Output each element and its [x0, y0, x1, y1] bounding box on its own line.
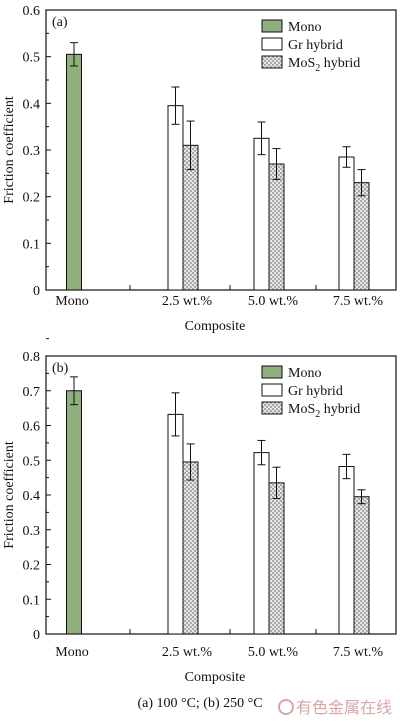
- y-tick-label: 0.1: [23, 237, 41, 252]
- bar-gr: [167, 105, 184, 291]
- x-tick-label: 2.5 wt.%: [162, 645, 213, 660]
- bar-gr: [167, 413, 184, 635]
- y-tick-label: 0.4: [23, 97, 41, 112]
- x-tick-label: 7.5 wt.%: [333, 294, 384, 309]
- legend-label: Mono: [288, 366, 321, 381]
- x-tick-label: 5.0 wt.%: [248, 645, 299, 660]
- legend-label: Mono: [288, 20, 321, 35]
- panel-label: (a): [52, 15, 68, 30]
- y-tick-label: 0: [33, 628, 40, 643]
- y-tick-label: 0.5: [23, 454, 41, 469]
- panel-label: (b): [52, 361, 69, 376]
- y-tick-label: 0.6: [23, 4, 41, 19]
- y-tick-label: 0.5: [23, 51, 41, 66]
- y-tick-label: 0.3: [23, 144, 41, 159]
- y-tick-label: 0.6: [23, 420, 41, 435]
- chart-panel-a: 0 0.1 0.2 0.3 0.4 0.5 0.6 Mono 2.5 wt.% 5.0 wt.% 7…: [2, 4, 397, 334]
- bar-mos2: [268, 482, 285, 635]
- chart-panel-b: 0 0.1 0.2 0.3 0.4 0.5 0.6 0.7 0.8 Mono 2.5 wt.% 5.0…: [2, 338, 397, 685]
- watermark-logo-icon: [277, 699, 294, 715]
- y-tick-label: 0.2: [23, 191, 41, 206]
- bar-mos2: [268, 163, 285, 291]
- legend-swatch-mos2: [261, 55, 283, 69]
- bar-mos2: [353, 182, 370, 291]
- bar-gr: [253, 452, 270, 635]
- y-tick-label: 0.8: [23, 350, 41, 365]
- y-tick-label: 0.1: [23, 593, 41, 608]
- x-tick-label: 5.0 wt.%: [248, 294, 299, 309]
- y-tick-label: 0: [33, 284, 40, 299]
- legend-swatch-gr: [261, 383, 283, 397]
- legend-swatch-gr: [261, 37, 283, 51]
- y-tick-label: 0.4: [23, 489, 41, 504]
- figure-caption: (a) 100 °C; (b) 250 °C: [137, 696, 263, 711]
- watermark-text: 有色金属在线: [295, 698, 392, 717]
- watermark: 有色金属在线: [277, 694, 392, 718]
- bar-mos2: [182, 461, 199, 635]
- bar-gr: [338, 156, 355, 291]
- x-tick-label: 2.5 wt.%: [162, 294, 213, 309]
- bar-mono: [66, 390, 82, 635]
- bar-mos2: [353, 496, 370, 635]
- bar-gr: [338, 466, 355, 635]
- bar-gr: [253, 137, 270, 291]
- x-axis-title: Composite: [185, 319, 246, 334]
- x-axis-title: Composite: [185, 670, 246, 685]
- x-tick-label: Mono: [55, 294, 88, 309]
- legend-swatch-mono: [261, 365, 283, 379]
- y-axis-title: Friction coefficient: [2, 96, 17, 204]
- x-tick-label: 7.5 wt.%: [333, 645, 384, 660]
- y-axis-title: Friction coefficient: [2, 441, 17, 549]
- legend-label: MoS2 hybrid: [288, 56, 360, 74]
- bar-mono: [66, 53, 82, 291]
- y-tick-label: 0.7: [23, 385, 41, 400]
- legend-swatch-mos2: [261, 401, 283, 415]
- y-tick-label: 0.2: [23, 559, 41, 574]
- legend-label: MoS2 hybrid: [288, 402, 360, 420]
- legend-label: Gr hybrid: [288, 38, 343, 53]
- x-tick-label: Mono: [55, 645, 88, 660]
- legend-swatch-mono: [261, 19, 283, 33]
- y-tick-label: 0.3: [23, 524, 41, 539]
- legend-label: Gr hybrid: [288, 384, 343, 399]
